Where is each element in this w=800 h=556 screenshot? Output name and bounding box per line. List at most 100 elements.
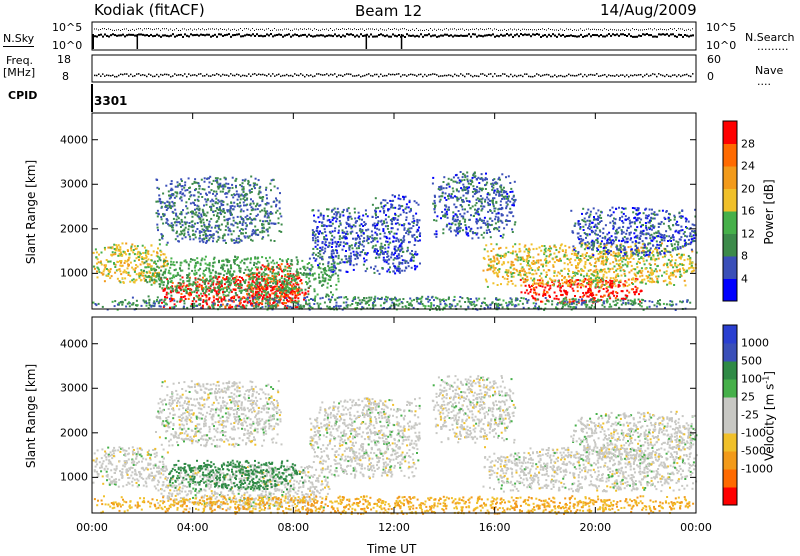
power-cell-5: [328, 279, 330, 281]
power-cell-6: [166, 209, 168, 211]
power-cell-4: [648, 274, 650, 276]
power-cell-6: [270, 239, 272, 241]
freq-dot: [462, 75, 464, 77]
nsky-trace: [454, 35, 456, 37]
power-cell-4: [628, 271, 630, 273]
power-cell-6: [236, 193, 238, 195]
nsky-trace: [128, 34, 130, 36]
freq-dot: [282, 75, 284, 77]
power-cell-5: [208, 293, 210, 295]
power-cell-4: [487, 250, 489, 252]
power-cell-4: [576, 255, 578, 257]
power-cell-6: [270, 213, 272, 215]
power-cell-5: [201, 259, 203, 261]
power-cell-7: [335, 220, 337, 222]
power-cell-1: [272, 288, 274, 290]
nsky-trace: [434, 34, 436, 36]
power-cell-5: [301, 260, 303, 262]
power-cell-6: [201, 216, 203, 218]
nsky-trace: [352, 34, 354, 36]
power-cell-4: [613, 283, 615, 285]
freq-dot: [582, 76, 584, 78]
power-cell-3: [104, 249, 106, 251]
power-cell-4: [485, 279, 487, 281]
power-cell-4: [621, 261, 623, 263]
power-cell-6: [239, 230, 241, 232]
freq-dot: [396, 73, 398, 75]
power-cell-4: [510, 280, 512, 282]
nsky-trace: [324, 35, 326, 37]
nsearch-dot: [108, 28, 109, 29]
nsearch-dot: [640, 29, 641, 30]
nsky-trace: [546, 36, 548, 38]
power-cell-5: [273, 262, 275, 264]
power-cell-7: [319, 253, 321, 255]
power-cell-5: [290, 288, 292, 290]
power-cell-5: [248, 269, 250, 271]
power-cell-4: [502, 276, 504, 278]
power-cell-2: [540, 301, 542, 303]
power-cell-2: [574, 295, 576, 297]
power-cell-6: [172, 229, 174, 231]
power-cell-0: [180, 300, 182, 302]
freq-dot: [308, 75, 310, 77]
power-cell-6: [179, 234, 181, 236]
power-cell-4: [626, 266, 628, 268]
nsearch-dot: [470, 29, 471, 30]
power-cell-4: [567, 263, 569, 265]
power-cell-5: [275, 292, 277, 294]
power-cell-3: [93, 266, 95, 268]
power-cell-8: [394, 233, 396, 235]
power-cell-4: [561, 275, 563, 277]
power-cell-7: [331, 250, 333, 252]
power-cell-7: [313, 257, 315, 259]
power-cell-4: [661, 275, 663, 277]
power-cell-4: [620, 280, 622, 282]
power-cell-5: [243, 289, 245, 291]
power-cell-4: [564, 276, 566, 278]
freq-dot: [628, 76, 630, 78]
power-cell-5: [204, 259, 206, 261]
power-cell-2: [606, 291, 608, 293]
power-cell-6: [246, 198, 248, 200]
nsky-trace: [202, 34, 204, 36]
nsky-trace: [126, 34, 128, 36]
freq-dot: [154, 76, 156, 78]
nsearch-dot: [464, 30, 465, 31]
power-cell-3: [127, 250, 129, 252]
power-cell-5: [328, 267, 330, 269]
power-cell-4: [617, 275, 619, 277]
power-cell-8: [392, 227, 394, 229]
freq-dot: [688, 75, 690, 77]
power-cell-5: [320, 281, 322, 283]
power-cell-5: [322, 280, 324, 282]
power-cell-4: [549, 278, 551, 280]
power-cell-6: [254, 230, 256, 232]
power-cell-6: [207, 230, 209, 232]
power-cell-3: [112, 251, 114, 253]
power-cell-5: [172, 264, 174, 266]
nsky-trace: [276, 34, 278, 36]
freq-dot: [600, 75, 602, 77]
nsearch-dot: [606, 29, 607, 30]
power-cell-7: [346, 271, 348, 273]
power-cell-6: [265, 187, 267, 189]
power-cell-5: [244, 258, 246, 260]
nsky-trace: [184, 33, 186, 35]
power-cell-7: [336, 252, 338, 254]
nsearch-dot: [292, 30, 293, 31]
nsearch-dot: [212, 28, 213, 29]
nsky-trace: [542, 35, 544, 37]
nsearch-dot: [94, 28, 95, 29]
power-cell-6: [242, 233, 244, 235]
power-cell-5: [216, 294, 218, 296]
power-cell-4: [559, 247, 561, 249]
power-cell-7: [315, 237, 317, 239]
power-cell-4: [657, 265, 659, 267]
freq-dot: [514, 75, 516, 77]
power-cell-4: [673, 284, 675, 286]
freq-dot: [484, 74, 486, 76]
power-cell-6: [217, 212, 219, 214]
power-cell-7: [319, 221, 321, 223]
